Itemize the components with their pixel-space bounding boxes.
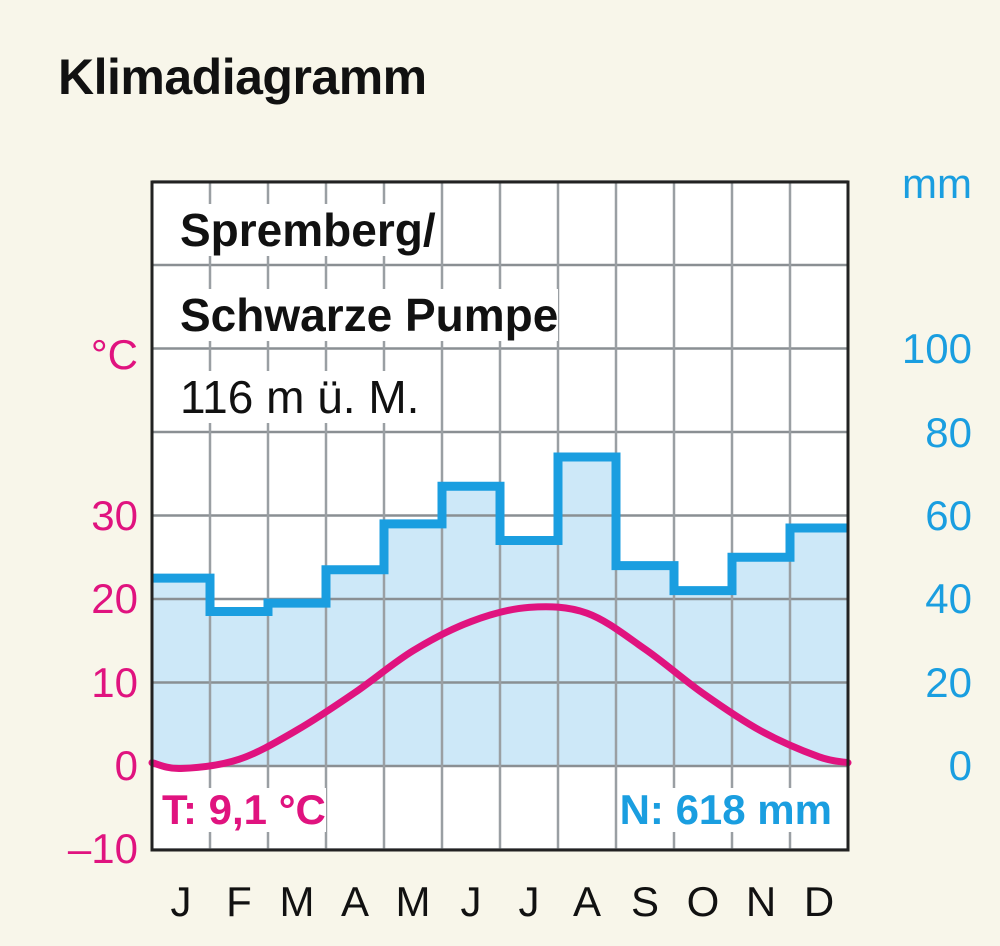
right-tick: 60 bbox=[925, 492, 972, 539]
station-elevation: 116 m ü. M. bbox=[180, 371, 420, 423]
temperature-legend: T: 9,1 °C bbox=[162, 786, 326, 833]
left-tick: –10 bbox=[67, 825, 138, 872]
month-label: F bbox=[226, 878, 252, 925]
chart-title: Klimadiagramm bbox=[58, 49, 427, 105]
month-label: D bbox=[803, 878, 835, 925]
month-label: M bbox=[395, 878, 431, 925]
right-axis-unit: mm bbox=[902, 160, 972, 207]
month-label: J bbox=[460, 878, 482, 925]
month-label: A bbox=[572, 878, 601, 925]
precipitation-line bbox=[152, 452, 848, 617]
left-tick: 30 bbox=[91, 492, 138, 539]
month-label: A bbox=[340, 878, 369, 925]
month-label: N bbox=[745, 878, 777, 925]
station-name-line2: Schwarze Pumpe bbox=[180, 289, 559, 341]
right-tick: 20 bbox=[925, 659, 972, 706]
temperature-line bbox=[148, 603, 852, 773]
left-tick: 0 bbox=[114, 742, 138, 789]
left-axis-unit: °C bbox=[90, 331, 138, 378]
station-name-line1: Spremberg/ bbox=[180, 204, 436, 256]
month-label: J bbox=[170, 878, 192, 925]
right-tick: 80 bbox=[925, 409, 972, 456]
right-tick: 40 bbox=[925, 575, 972, 622]
month-label: O bbox=[686, 878, 720, 925]
right-tick: 100 bbox=[901, 325, 972, 372]
left-tick: 20 bbox=[91, 575, 138, 622]
right-tick: 0 bbox=[948, 742, 972, 789]
month-label: J bbox=[518, 878, 540, 925]
precipitation-legend: N: 618 mm bbox=[619, 786, 832, 833]
month-label: M bbox=[279, 878, 315, 925]
plot-frame bbox=[150, 180, 850, 852]
month-label: S bbox=[630, 878, 659, 925]
left-tick: 10 bbox=[91, 659, 138, 706]
